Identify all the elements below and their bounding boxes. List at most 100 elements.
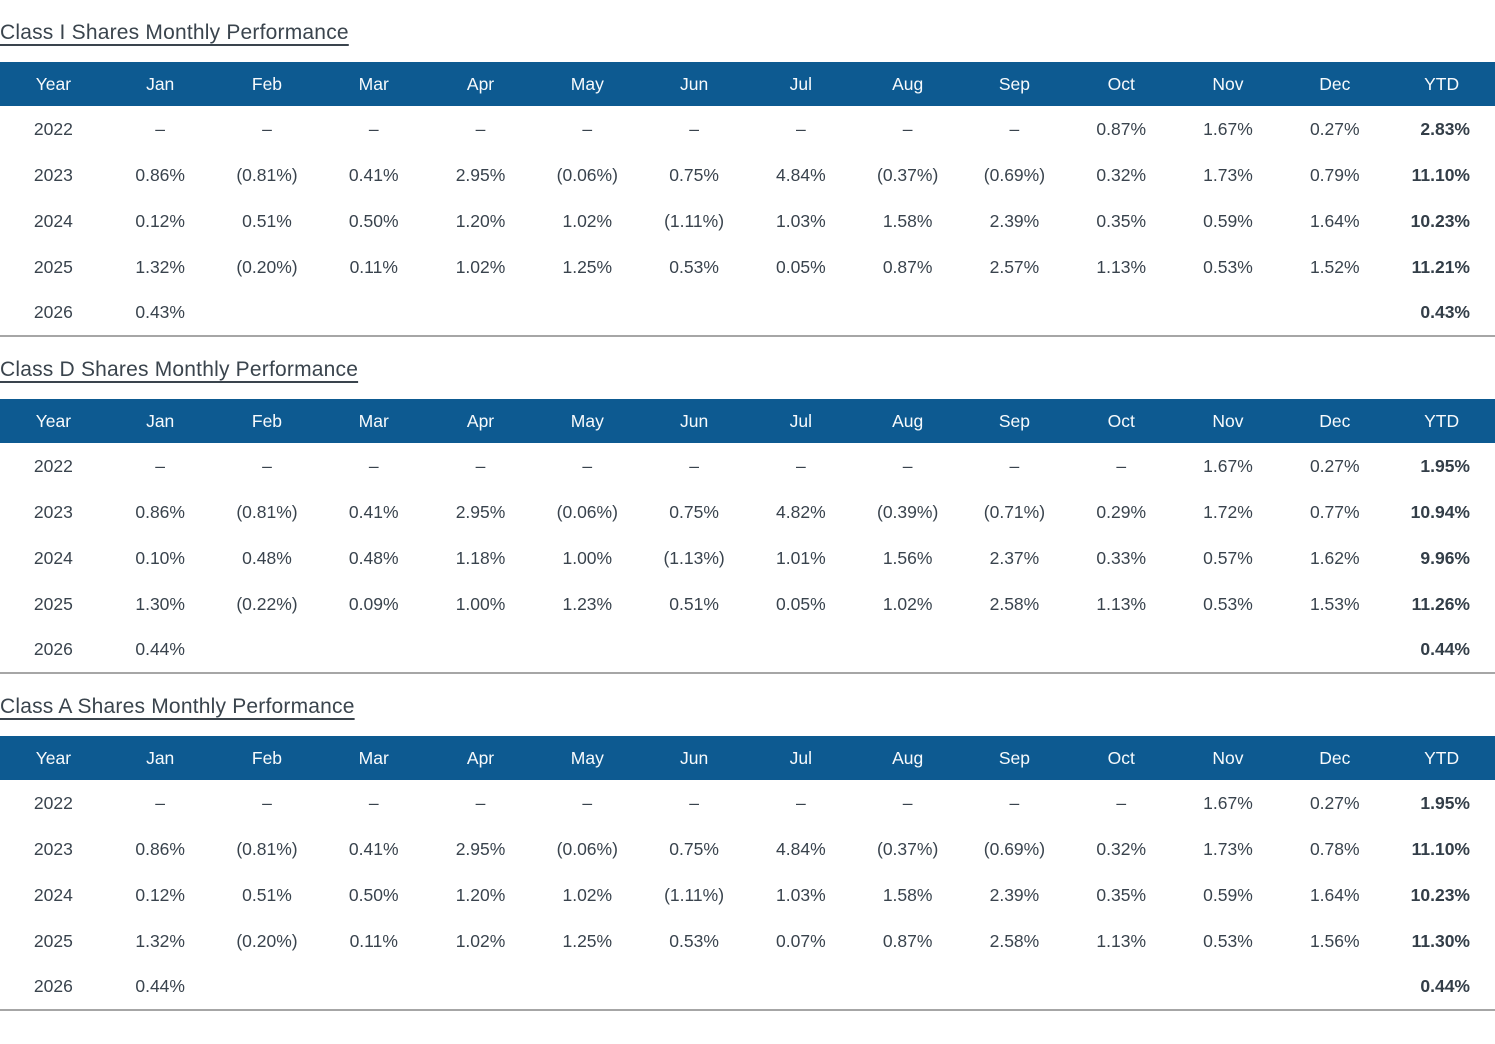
cell-2025-dec: 1.56% bbox=[1309, 930, 1360, 951]
cell-2022-sep: – bbox=[1009, 792, 1020, 813]
column-header-may: May bbox=[533, 399, 641, 443]
cell-2026-jul bbox=[747, 964, 854, 1010]
table-body: 2022 – – – – – – – – – 0.87% 1.67% 0.27% 2.83% 2023 0.8… bbox=[0, 106, 1495, 336]
cell-2022-oct: – bbox=[1116, 455, 1127, 476]
column-header-jun: Jun bbox=[640, 62, 748, 106]
cell-2026-ytd: 0.43% bbox=[1420, 302, 1470, 322]
cell-2025-jun: 0.53% bbox=[669, 930, 719, 951]
column-header-dec: Dec bbox=[1281, 62, 1389, 106]
table-row-2024: 2024 0.10% 0.48% 0.48% 1.18% 1.00% (1.13%) 1.01… bbox=[0, 535, 1495, 581]
cell-2022-ytd: 2.83% bbox=[1420, 118, 1470, 139]
column-header-aug: Aug bbox=[854, 62, 962, 106]
column-header-aug: Aug bbox=[854, 399, 962, 443]
cell-2022-dec: 0.27% bbox=[1309, 792, 1360, 813]
cell-2025-feb: (0.20%) bbox=[236, 256, 298, 277]
cell-2024-apr: 1.18% bbox=[455, 547, 506, 568]
cell-2024-mar: 0.50% bbox=[348, 210, 399, 231]
cell-2022-sep: – bbox=[1009, 118, 1020, 139]
cell-2024-jan: 0.12% bbox=[135, 884, 185, 905]
cell-2024-nov: 0.59% bbox=[1203, 210, 1253, 231]
cell-2022-nov: 1.67% bbox=[1203, 792, 1253, 813]
cell-2022-may: – bbox=[582, 792, 593, 813]
cell-2024-apr: 1.20% bbox=[455, 884, 506, 905]
cell-2022-mar: – bbox=[368, 792, 379, 813]
cell-2022-feb: – bbox=[262, 792, 272, 813]
cell-2026-apr bbox=[427, 964, 534, 1010]
cell-2026-oct bbox=[1068, 290, 1175, 336]
cell-2022-sep: – bbox=[1009, 455, 1020, 476]
cell-2026-aug bbox=[854, 627, 961, 673]
cell-2024-aug: 1.58% bbox=[882, 210, 933, 231]
column-header-jan: Jan bbox=[106, 62, 214, 106]
cell-2025-feb: (0.20%) bbox=[236, 930, 298, 951]
table-row-2024: 2024 0.12% 0.51% 0.50% 1.20% 1.02% (1.11%) 1.03… bbox=[0, 872, 1495, 918]
column-header-ytd: YTD bbox=[1388, 62, 1495, 106]
year-cell-2025: 2025 bbox=[33, 593, 73, 614]
cell-2024-sep: 2.39% bbox=[989, 884, 1040, 905]
cell-2026-dec bbox=[1281, 290, 1388, 336]
column-header-jan: Jan bbox=[106, 399, 214, 443]
cell-2023-oct: 0.32% bbox=[1096, 164, 1147, 185]
cell-2024-jun: (1.13%) bbox=[663, 547, 725, 568]
cell-2026-may bbox=[534, 627, 641, 673]
cell-2022-apr: – bbox=[475, 455, 486, 476]
cell-2024-oct: 0.35% bbox=[1096, 210, 1147, 231]
year-cell-2022: 2022 bbox=[33, 455, 73, 476]
year-cell-2026: 2026 bbox=[33, 639, 73, 659]
column-header-jul: Jul bbox=[747, 62, 855, 106]
cell-2026-dec bbox=[1281, 964, 1388, 1010]
cell-2023-aug: (0.39%) bbox=[877, 501, 939, 522]
year-cell-2024: 2024 bbox=[33, 884, 73, 905]
cell-2023-apr: 2.95% bbox=[455, 164, 506, 185]
cell-2026-may bbox=[534, 964, 641, 1010]
table-row-2025: 2025 1.32% (0.20%) 0.11% 1.02% 1.25% 0.53% 0.07… bbox=[0, 918, 1495, 964]
section-title-class-d: Class D Shares Monthly Performance bbox=[0, 358, 359, 381]
column-header-nov: Nov bbox=[1174, 62, 1282, 106]
cell-2025-sep: 2.58% bbox=[989, 593, 1040, 614]
column-header-mar: Mar bbox=[320, 399, 428, 443]
cell-2026-sep bbox=[961, 290, 1068, 336]
cell-2024-may: 1.02% bbox=[562, 210, 613, 231]
year-cell-2023: 2023 bbox=[33, 838, 73, 859]
cell-2025-dec: 1.53% bbox=[1309, 593, 1360, 614]
cell-2023-sep: (0.71%) bbox=[983, 501, 1046, 522]
cell-2023-nov: 1.73% bbox=[1203, 838, 1253, 859]
cell-2024-aug: 1.56% bbox=[882, 547, 933, 568]
cell-2022-mar: – bbox=[368, 455, 379, 476]
cell-2024-feb: 0.48% bbox=[242, 547, 292, 568]
column-header-aug: Aug bbox=[854, 736, 962, 780]
cell-2022-jun: – bbox=[689, 118, 699, 139]
cell-2024-ytd: 9.96% bbox=[1420, 547, 1470, 568]
cell-2023-oct: 0.32% bbox=[1096, 838, 1147, 859]
cell-2024-jun: (1.11%) bbox=[664, 884, 725, 905]
table-row-2023: 2023 0.86% (0.81%) 0.41% 2.95% (0.06%) 0.75% 4.… bbox=[0, 826, 1495, 872]
cell-2024-sep: 2.39% bbox=[989, 210, 1040, 231]
cell-2024-feb: 0.51% bbox=[242, 884, 292, 905]
cell-2025-oct: 1.13% bbox=[1096, 593, 1147, 614]
cell-2025-oct: 1.13% bbox=[1096, 930, 1147, 951]
table-row-2022: 2022 – – – – – – – – – – 1.67% 0.27% 1.95% bbox=[0, 443, 1495, 489]
cell-2026-dec bbox=[1281, 627, 1388, 673]
cell-2026-sep bbox=[961, 627, 1068, 673]
year-cell-2022: 2022 bbox=[33, 792, 73, 813]
cell-2024-may: 1.00% bbox=[562, 547, 613, 568]
column-header-dec: Dec bbox=[1281, 399, 1389, 443]
cell-2026-feb bbox=[214, 964, 321, 1010]
table-row-2026: 2026 0.43% 0.43% bbox=[0, 290, 1495, 336]
cell-2022-aug: – bbox=[902, 118, 913, 139]
table-row-2025: 2025 1.30% (0.22%) 0.09% 1.00% 1.23% 0.51% 0.05… bbox=[0, 581, 1495, 627]
cell-2022-jul: – bbox=[795, 792, 806, 813]
cell-2026-ytd: 0.44% bbox=[1420, 639, 1470, 659]
cell-2025-mar: 0.09% bbox=[348, 593, 399, 614]
cell-2023-dec: 0.78% bbox=[1309, 838, 1360, 859]
year-cell-2025: 2025 bbox=[33, 256, 73, 277]
column-header-jan: Jan bbox=[106, 736, 214, 780]
cell-2026-jun bbox=[641, 964, 748, 1010]
cell-2024-jan: 0.10% bbox=[135, 547, 185, 568]
column-header-feb: Feb bbox=[213, 62, 321, 106]
table-row-2023: 2023 0.86% (0.81%) 0.41% 2.95% (0.06%) 0.75% 4.… bbox=[0, 152, 1495, 198]
column-header-jul: Jul bbox=[747, 399, 855, 443]
cell-2023-jun: 0.75% bbox=[669, 501, 719, 522]
table-row-2024: 2024 0.12% 0.51% 0.50% 1.20% 1.02% (1.11%) 1.03… bbox=[0, 198, 1495, 244]
column-header-apr: Apr bbox=[427, 62, 534, 106]
